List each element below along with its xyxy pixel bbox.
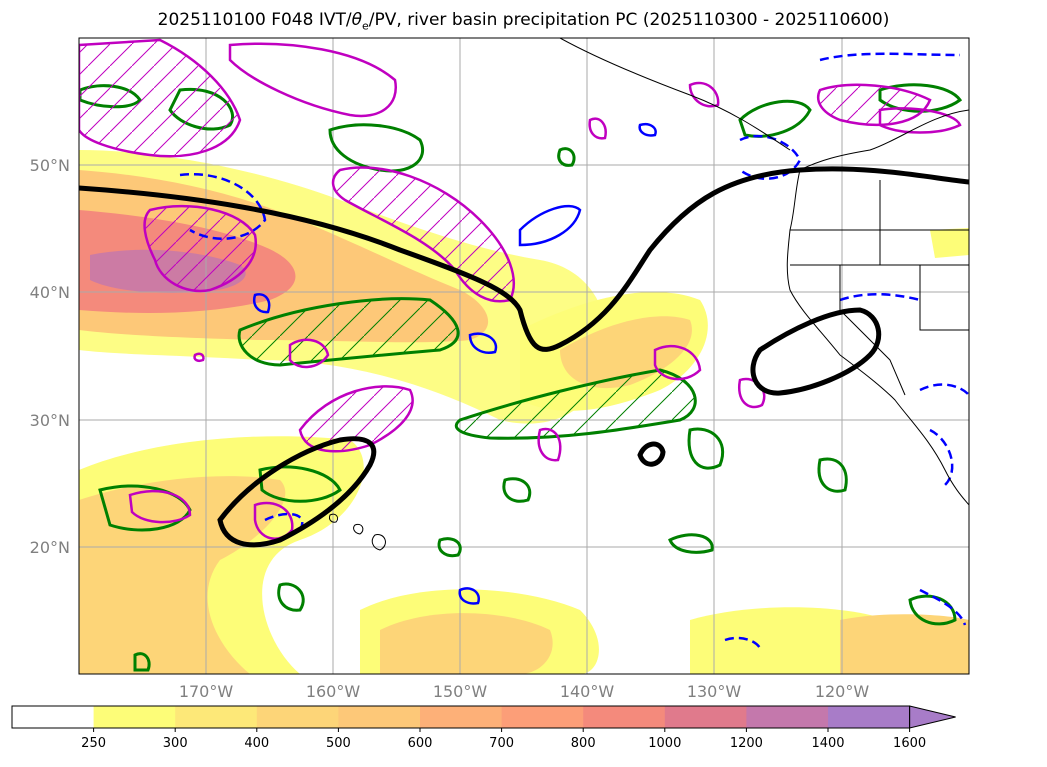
basin-pc-loop-south [217, 436, 377, 548]
colorbar-tick-label: 700 [489, 736, 514, 751]
pv-ne-1 [816, 83, 932, 126]
colorbar-tick-label: 400 [244, 736, 269, 751]
pv-ne-2 [228, 42, 398, 118]
lon-label-150w: 150°W [433, 682, 488, 701]
lat-label-50n: 50°N [30, 156, 70, 175]
basin-pc-small [637, 441, 666, 467]
theta-e-small-3 [277, 582, 305, 612]
map-title: 2025110100 F048 IVT/θe/PV, river basin p… [157, 10, 890, 33]
colorbar-tick-label: 1200 [730, 736, 763, 751]
coastlines [329, 38, 969, 551]
pv-neg-6 [929, 428, 954, 486]
pv-small-3 [653, 344, 702, 381]
pv-small-8 [193, 352, 205, 363]
pv-neg-4 [839, 292, 921, 302]
state-border-4 [919, 265, 969, 331]
theta-e-southeast-1 [817, 457, 848, 493]
lon-label-140w: 140°W [560, 682, 615, 701]
map-frame [78, 37, 970, 675]
pv-small-6 [253, 501, 294, 540]
colorbar-segment [583, 706, 666, 728]
lon-label-170w: 170°W [179, 682, 234, 701]
state-border-5 [839, 265, 906, 396]
theta-e-s-east-3 [908, 594, 957, 626]
pv-neg-solid-5 [638, 123, 657, 137]
pv-region-central [298, 385, 414, 453]
hawaii-1 [329, 513, 339, 523]
pv-ne-4 [878, 107, 962, 134]
theta-e-south-3 [668, 533, 714, 554]
theta-e-small-5 [557, 147, 576, 167]
colorbar-segment [175, 706, 258, 728]
pv-neg-3 [819, 52, 961, 62]
lat-label-40n: 40°N [30, 283, 70, 302]
colorbar-segment [828, 706, 911, 728]
pv-neg-1 [179, 172, 267, 240]
basin-pc-loop-east [750, 307, 882, 396]
colorbar-segment [420, 706, 503, 728]
pv-neg-solid-1 [518, 204, 582, 247]
theta-e-southeast-2 [687, 427, 725, 470]
colorbar-tick-label: 500 [326, 736, 351, 751]
colorbar-tick-label: 1000 [648, 736, 681, 751]
colorbar-segment [256, 706, 339, 728]
lat-label-20n: 20°N [30, 538, 70, 557]
pv-region-nw [79, 38, 242, 158]
colorbar-segment [93, 706, 176, 728]
colorbar-extend-arrow [909, 705, 956, 729]
pv-region-west [143, 204, 258, 293]
pv-small-7 [588, 117, 607, 140]
na-coast-north [559, 38, 791, 151]
lon-label-120w: 120°W [815, 682, 870, 701]
lat-label-30n: 30°N [30, 411, 70, 430]
map-content [79, 38, 969, 674]
colorbar-segment [12, 706, 95, 728]
hawaii-2 [353, 523, 364, 535]
theta-e-small-1 [502, 477, 532, 503]
lon-label-130w: 130°W [687, 682, 742, 701]
theta-e-south-2 [258, 465, 342, 503]
pv-region-north [331, 166, 515, 303]
ivt-band-coast-low [930, 228, 969, 258]
pv-neg-solid-2 [458, 587, 481, 605]
colorbar-segment [664, 706, 747, 728]
ivt-band-southsea-mid [380, 613, 553, 674]
colorbar-tick-label: 250 [81, 736, 106, 751]
pv-neg-9 [724, 636, 762, 649]
ivt-band-east-low [840, 614, 969, 674]
ivt-band-south-mid [79, 476, 286, 674]
theta-e-small-2 [437, 537, 462, 558]
colorbar-segment [501, 706, 584, 728]
hawaii-3 [371, 534, 386, 551]
colorbar-tick-label: 1600 [893, 736, 926, 751]
pv-neg-solid-3 [253, 293, 271, 314]
theta-e-region-east [454, 368, 697, 440]
theta-e-small-4 [133, 652, 151, 672]
pv-neg-solid-4 [468, 332, 498, 354]
pv-neg-7 [919, 588, 967, 626]
colorbar-tick-label: 300 [163, 736, 188, 751]
pv-positive-contours [79, 38, 962, 540]
colorbar-tick-label: 600 [408, 736, 433, 751]
pv-neg-5 [919, 383, 969, 396]
pv-small-4 [737, 377, 766, 409]
pv-small-2 [537, 427, 562, 462]
colorbar: 250 300 400 500 600 700 800 1000 1200 1400 1600 [11, 705, 956, 751]
na-coast [786, 109, 969, 506]
colorbar-tick-label: 800 [571, 736, 596, 751]
pv-small-1 [288, 338, 330, 369]
theta-e-region-central [237, 297, 460, 367]
colorbar-outline [11, 705, 911, 729]
colorbar-tick-label: 1400 [811, 736, 844, 751]
theta-e-north-1 [328, 123, 424, 173]
theta-e-contours [79, 83, 963, 672]
lon-label-160w: 160°W [306, 682, 361, 701]
pv-small-5 [128, 489, 192, 524]
colorbar-segment [746, 706, 829, 728]
colorbar-segment [338, 706, 421, 728]
